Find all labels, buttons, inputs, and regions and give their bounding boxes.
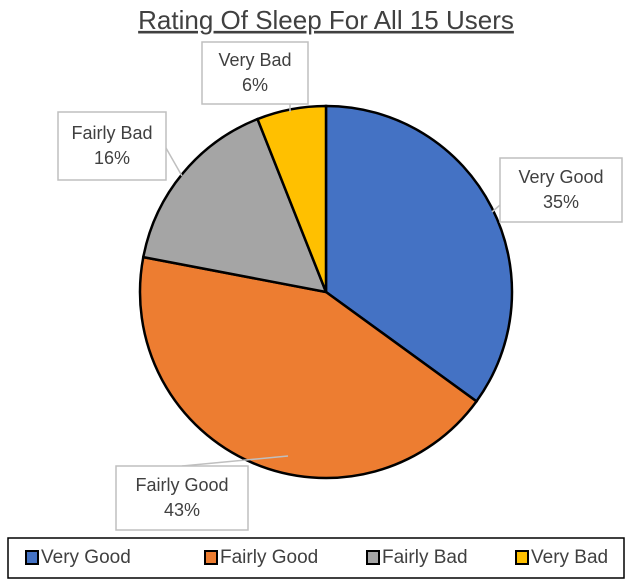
leader-line: [165, 147, 183, 177]
data-label-name: Fairly Good: [135, 475, 228, 495]
data-label-box: [115, 465, 249, 531]
legend-swatch: [204, 550, 218, 565]
data-label-value: 35%: [543, 192, 579, 212]
data-label-value: 43%: [164, 500, 200, 520]
pie-slice: [255, 104, 328, 293]
data-label-value: 16%: [94, 148, 130, 168]
chart-title: Rating Of Sleep For All 15 Users: [138, 5, 514, 35]
legend-label: Very Good: [41, 547, 131, 568]
legend-label: Very Bad: [531, 547, 608, 568]
legend-label: Fairly Good: [220, 547, 318, 568]
legend-swatch: [366, 550, 380, 565]
leader-line: [181, 455, 289, 467]
data-label-box: [201, 41, 309, 105]
data-label-name: Very Bad: [218, 50, 291, 70]
legend-swatch: [25, 550, 39, 565]
leader-line: [491, 204, 501, 213]
data-label-value: 6%: [242, 75, 268, 95]
pie-slice: [138, 255, 479, 480]
pie-slice: [141, 117, 328, 294]
legend-label: Fairly Bad: [382, 547, 468, 568]
data-label-name: Fairly Bad: [71, 123, 152, 143]
legend-swatch: [515, 550, 529, 565]
data-label-name: Very Good: [518, 167, 603, 187]
pie-slice: [324, 104, 514, 404]
data-label-box: [499, 157, 623, 223]
data-label-box: [57, 111, 167, 181]
